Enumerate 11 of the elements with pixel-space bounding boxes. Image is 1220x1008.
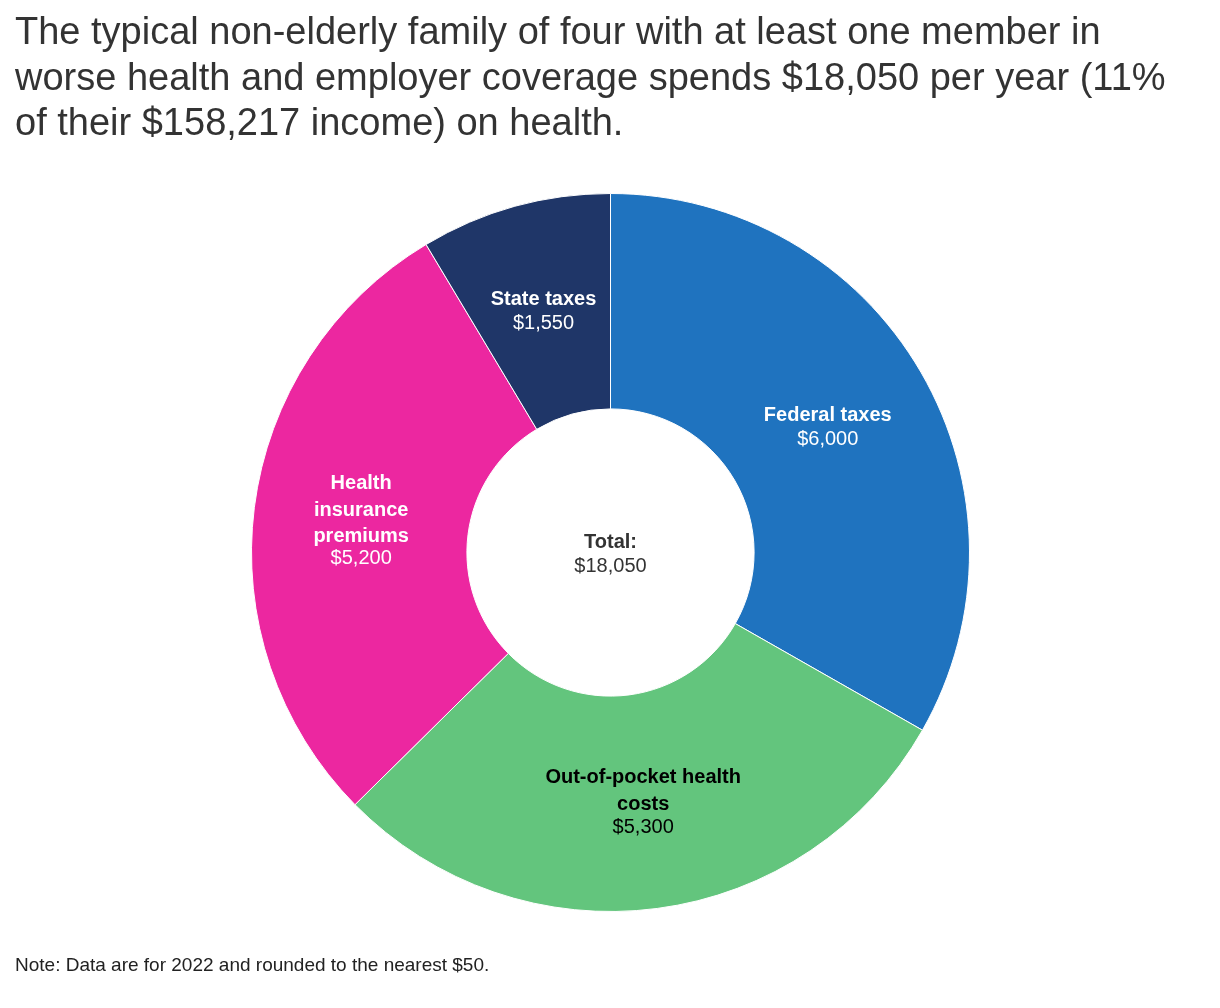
data-label: $5,300 — [612, 814, 674, 837]
chart-title: The typical non-elderly family of four with at least one member in worse health and employer coverage spends $18,050 per year (11% of their $158,217 income) on health. — [15, 9, 1167, 146]
slice-label: Federal taxes — [763, 403, 892, 426]
data-label: $5,200 — [330, 545, 392, 568]
text: Total: $18,050 — [574, 529, 647, 576]
data-label: $1,550 — [512, 311, 575, 334]
data-label: $6,000 — [797, 427, 859, 450]
text: Note: Data are for 2022 and rounded to the nearest $50. — [15, 953, 490, 977]
slice-label: Out-of-pocket health costs — [545, 765, 741, 814]
slice-label: Health insurance premiums — [313, 471, 409, 547]
slice-label: State taxes — [490, 287, 597, 310]
